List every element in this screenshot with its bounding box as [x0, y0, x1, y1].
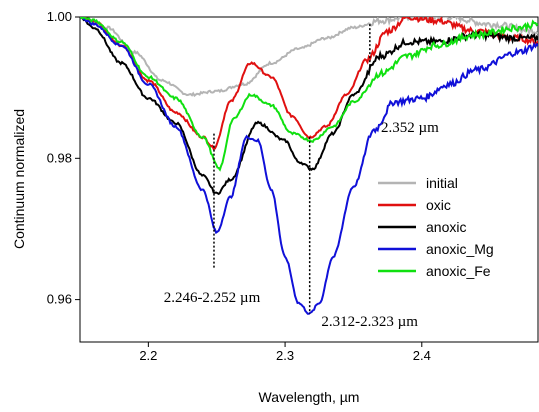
- annotation-layer: 2.246-2.252 µm 2.312-2.323 µm 2.352 µm: [164, 24, 439, 330]
- x-tick-label: 2.2: [139, 348, 157, 363]
- series-line-anoxic: [80, 17, 538, 196]
- series-layer: [80, 17, 538, 315]
- y-tick-label: 0.96: [47, 292, 72, 307]
- series-line-anoxic_Fe: [80, 17, 538, 172]
- x-tick-label: 2.4: [413, 348, 431, 363]
- peak-annotation-label: 2.312-2.323 µm: [321, 314, 418, 330]
- axis-ticks: 2.2 2.3 2.4 0.96 0.98 1.00: [47, 9, 431, 363]
- legend-label-anoxic: anoxic: [426, 219, 466, 235]
- series-line-initial: [80, 17, 538, 98]
- peak-annotation-label: 2.246-2.252 µm: [164, 290, 261, 306]
- legend-label-anoxic_Mg: anoxic_Mg: [426, 241, 494, 257]
- x-tick-label: 2.3: [276, 348, 294, 363]
- legend-label-oxic: oxic: [426, 197, 451, 213]
- series-line-anoxic_Mg: [80, 17, 538, 315]
- peak-annotation-label: 2.352 µm: [381, 120, 439, 136]
- legend: initial oxic anoxic anoxic_Mg anoxic_Fe: [378, 175, 494, 279]
- plot-area-frame: [79, 16, 539, 343]
- y-tick-label: 1.00: [47, 9, 72, 24]
- y-axis-title: Continuum normalized: [11, 109, 27, 249]
- legend-label-anoxic_Fe: anoxic_Fe: [426, 263, 491, 279]
- x-axis-title: Wavelength, µm: [259, 389, 360, 405]
- legend-label-initial: initial: [426, 175, 458, 191]
- y-tick-label: 0.98: [47, 150, 72, 165]
